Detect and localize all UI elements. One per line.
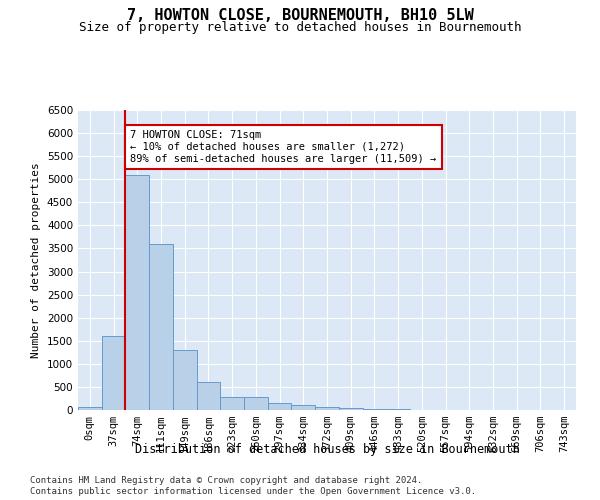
Text: 7 HOWTON CLOSE: 71sqm
← 10% of detached houses are smaller (1,272)
89% of semi-d: 7 HOWTON CLOSE: 71sqm ← 10% of detached … <box>130 130 436 164</box>
Bar <box>125 174 149 410</box>
Bar <box>220 396 244 410</box>
Text: Size of property relative to detached houses in Bournemouth: Size of property relative to detached ho… <box>79 21 521 34</box>
Bar <box>339 408 362 410</box>
Bar <box>149 244 173 410</box>
Bar <box>197 382 220 410</box>
Bar <box>102 336 125 410</box>
Bar <box>173 350 197 410</box>
Text: Contains HM Land Registry data © Crown copyright and database right 2024.: Contains HM Land Registry data © Crown c… <box>30 476 422 485</box>
Text: Contains public sector information licensed under the Open Government Licence v3: Contains public sector information licen… <box>30 487 476 496</box>
Bar <box>78 407 102 410</box>
Bar <box>292 406 315 410</box>
Text: Distribution of detached houses by size in Bournemouth: Distribution of detached houses by size … <box>134 442 520 456</box>
Bar <box>315 407 339 410</box>
Y-axis label: Number of detached properties: Number of detached properties <box>31 162 41 358</box>
Bar <box>244 396 268 410</box>
Bar <box>268 403 292 410</box>
Text: 7, HOWTON CLOSE, BOURNEMOUTH, BH10 5LW: 7, HOWTON CLOSE, BOURNEMOUTH, BH10 5LW <box>127 8 473 22</box>
Bar <box>362 409 386 410</box>
